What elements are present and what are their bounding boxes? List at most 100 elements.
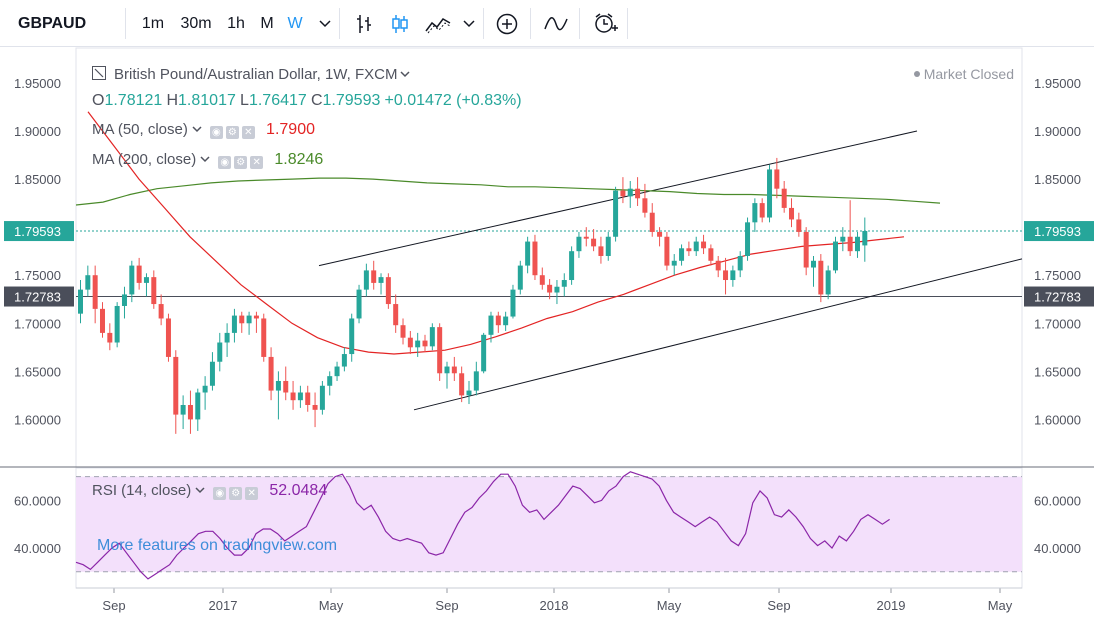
candle-body-up <box>832 241 838 271</box>
candle-body-up <box>737 255 743 271</box>
symbol-label: GBPAUD <box>18 14 87 32</box>
alert-icon <box>595 12 618 33</box>
settings-icon[interactable]: ⚙ <box>229 487 243 500</box>
candle-body-down <box>847 236 853 252</box>
candle-body-down <box>173 356 179 415</box>
candle-body-up <box>143 277 149 283</box>
interval-week-button[interactable]: W <box>284 0 306 47</box>
chart-svg[interactable]: 1.95000 1.95000 1.90000 1.90000 1.85000 1.850… <box>0 47 1094 624</box>
y-tick-label-right: 1.60000 <box>1034 412 1081 427</box>
status-dot-icon <box>913 71 920 77</box>
close-icon[interactable]: ✕ <box>245 487 259 500</box>
collapse-legend-icon[interactable] <box>92 66 106 80</box>
y-tick-label-left: 1.65000 <box>14 364 61 379</box>
candle-body-up <box>488 315 494 335</box>
candle-body-up <box>693 241 699 252</box>
ma50-legend[interactable]: MA (50, close) ◉ ⚙ ✕ 1.7900 <box>92 121 315 139</box>
candle-body-down <box>547 284 553 293</box>
toolbar-divider <box>627 8 628 39</box>
candle-body-up <box>275 380 281 391</box>
eye-icon[interactable]: ◉ <box>218 156 232 169</box>
x-tick-label: May <box>319 598 344 613</box>
market-status-label: Market Closed <box>923 66 1014 82</box>
toolbar-divider <box>530 8 531 39</box>
candle-body-down <box>283 380 289 393</box>
candle-body-down <box>701 241 707 249</box>
ma200-legend[interactable]: MA (200, close) ◉ ⚙ ✕ 1.8246 <box>92 151 323 169</box>
interval-30m-button[interactable]: 30m <box>176 0 216 47</box>
candle-body-up <box>114 305 120 343</box>
ma200-line <box>75 177 941 206</box>
toolbar-divider <box>483 8 484 39</box>
candle-body-down <box>620 190 626 197</box>
y-tick-label-right: 1.70000 <box>1034 316 1081 331</box>
rsi-tick-label-right: 40.0000 <box>1034 541 1081 556</box>
compare-button[interactable] <box>538 0 574 47</box>
candle-body-up <box>356 289 362 319</box>
interval-1h-button[interactable]: 1h <box>222 0 250 47</box>
y-tick-label-left: 1.95000 <box>14 76 61 91</box>
candle-body-up <box>444 366 450 374</box>
candle-body-down <box>393 304 399 326</box>
candle-body-down <box>723 270 729 281</box>
candle-body-down <box>598 246 604 256</box>
open-value: 1.78121 <box>104 92 163 109</box>
candle-body-up <box>180 404 186 415</box>
candle-body-down <box>407 337 413 348</box>
candle-style-icon <box>392 14 408 33</box>
candle-body-up <box>363 270 369 290</box>
interval-label: 1m <box>141 14 165 32</box>
y-tick-label-left: 1.70000 <box>14 316 61 331</box>
candle-body-down <box>107 332 113 343</box>
settings-icon[interactable]: ⚙ <box>234 156 248 169</box>
candle-body-down <box>803 231 809 268</box>
chart-area[interactable]: 1.95000 1.95000 1.90000 1.90000 1.85000 1.850… <box>0 47 1094 624</box>
chart-type-dropdown-button[interactable] <box>458 0 480 47</box>
candle-body-down <box>459 373 465 396</box>
interval-month-button[interactable]: M <box>256 0 278 47</box>
eye-icon[interactable]: ◉ <box>209 126 223 139</box>
candle-body-down <box>371 270 377 283</box>
bar-style-button[interactable] <box>347 0 381 47</box>
close-icon[interactable]: ✕ <box>241 126 255 139</box>
interval-1m-button[interactable]: 1m <box>138 0 168 47</box>
candle-body-up <box>209 361 215 386</box>
candle-body-down <box>422 340 428 347</box>
channel-lower-line <box>413 258 1023 411</box>
candle-body-up <box>517 265 523 290</box>
candle-body-up <box>730 270 736 281</box>
y-tick-label-right: 1.95000 <box>1034 76 1081 91</box>
x-tick-label: Sep <box>102 598 125 613</box>
ma50-line <box>87 111 905 355</box>
low-value: 1.76417 <box>248 92 307 109</box>
symbol-legend[interactable]: British Pound/Australian Dollar, 1W, FXC… <box>92 66 410 83</box>
candle-body-down <box>642 198 648 213</box>
eye-icon[interactable]: ◉ <box>213 487 227 500</box>
candle-body-up <box>767 169 773 218</box>
x-tick-label: Sep <box>435 598 458 613</box>
symbol-search-button[interactable]: GBPAUD <box>18 0 88 47</box>
last-price-right-box <box>1024 221 1094 242</box>
interval-dropdown-button[interactable] <box>312 0 338 47</box>
settings-icon[interactable]: ⚙ <box>225 126 239 139</box>
rsi-legend[interactable]: RSI (14, close) ◉ ⚙ ✕ 52.0484 <box>92 482 327 500</box>
add-indicator-button[interactable] <box>490 0 524 47</box>
candle-body-up <box>246 315 252 324</box>
high-label: H <box>166 92 179 109</box>
close-icon[interactable]: ✕ <box>250 156 264 169</box>
candle-body-down <box>158 304 164 319</box>
alert-button[interactable] <box>587 0 623 47</box>
interval-label: 1h <box>227 14 245 32</box>
candle-body-down <box>539 275 545 285</box>
collapse-arrow-icon <box>94 68 104 78</box>
watermark-link[interactable]: More features on tradingview.com <box>97 537 338 554</box>
high-value: 1.81017 <box>178 92 236 109</box>
candle-style-button[interactable] <box>383 0 417 47</box>
chevron-down-icon <box>195 487 205 494</box>
x-tick-label: 2018 <box>540 598 569 613</box>
candle-body-up <box>752 203 758 223</box>
candle-body-down <box>781 188 787 208</box>
level-price-left-label: 1.72783 <box>14 290 61 305</box>
area-style-button[interactable] <box>420 0 456 47</box>
market-status: Market Closed <box>913 66 1014 82</box>
